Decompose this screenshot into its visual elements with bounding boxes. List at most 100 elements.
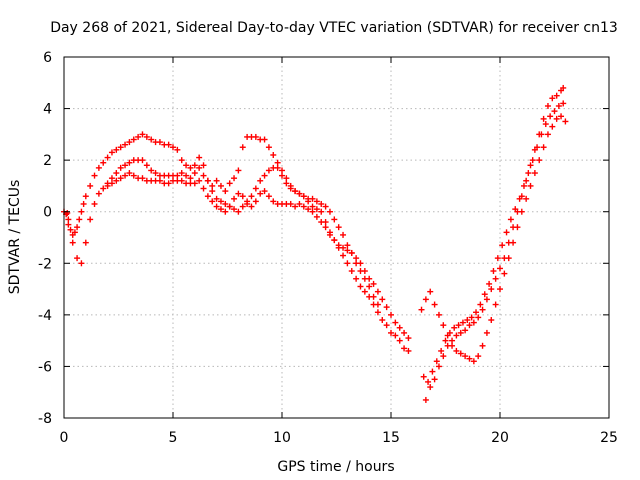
data-point-track-f [433,358,440,365]
data-point-track-c [117,164,124,171]
data-point-track-a [191,170,198,177]
data-point-track-b [248,203,255,210]
data-point-track-c [244,198,251,205]
data-point-track-f [520,182,527,189]
data-point-track-e [483,329,490,336]
data-point-track-b [69,239,76,246]
y-axis-label: SDTVAR / TECUs [7,180,23,295]
data-point-track-a [104,154,111,161]
x-tick-label: 15 [382,430,400,446]
data-point-track-f [468,314,475,321]
data-point-track-a [196,164,203,171]
data-point-track-c [126,159,133,166]
data-point-track-e [544,131,551,138]
data-point-track-b [156,177,163,184]
data-point-track-c [252,185,259,192]
data-point-track-a [100,159,107,166]
data-point-track-f [477,301,484,308]
data-point-track-b [257,190,264,197]
data-point-track-b [196,177,203,184]
data-point-track-e [518,208,525,215]
data-point-track-b [65,221,72,228]
x-tick-label: 5 [169,430,178,446]
data-point-track-e [531,170,538,177]
data-point-track-c [287,185,294,192]
data-point-track-e [527,182,534,189]
data-point-track-f [490,268,497,275]
data-point-track-b [331,237,338,244]
data-point-track-e [505,255,512,262]
data-point-track-e [440,322,447,329]
data-point-track-a [165,141,172,148]
data-point-track-b [340,244,347,251]
data-point-track-c [209,188,216,195]
data-point-track-d [431,376,438,383]
data-point-track-b [82,239,89,246]
data-point-track-a [156,139,163,146]
data-point-track-d [422,396,429,403]
data-point-track-c [340,231,347,238]
data-point-track-a [309,203,316,210]
data-point-track-f [442,337,449,344]
data-point-track-a [71,229,78,236]
data-point-track-b [91,200,98,207]
data-point-track-c [283,180,290,187]
data-point-track-a [209,182,216,189]
data-point-track-b [239,193,246,200]
data-point-track-d [470,319,477,326]
data-point-track-c [222,200,229,207]
data-point-track-b [74,255,81,262]
data-point-track-b [370,280,377,287]
data-point-track-b [270,198,277,205]
data-point-track-c [357,268,364,275]
data-point-track-c [139,157,146,164]
data-point-track-f [499,242,506,249]
data-point-track-f [464,317,471,324]
data-point-track-a [200,172,207,179]
data-point-track-b [100,185,107,192]
data-point-track-f [551,108,558,115]
data-point-track-c [309,195,316,202]
data-point-track-f [538,131,545,138]
data-point-track-a [279,167,285,174]
data-point-track-a [313,206,320,213]
data-point-track-d [435,363,442,370]
data-point-track-c [152,170,159,177]
data-point-track-a [80,200,87,207]
data-point-track-b [261,188,268,195]
data-point-track-e [431,301,438,308]
data-point-track-d [466,322,473,329]
data-point-track-c [226,203,233,210]
data-point-track-c [248,193,255,200]
data-point-track-c [374,301,381,308]
data-point-track-f [512,206,519,213]
data-point-track-d [449,337,456,344]
data-point-track-a [95,164,102,171]
data-point-track-a [357,283,364,290]
data-point-track-d [544,102,551,109]
data-point-track-b [379,296,386,303]
data-point-track-c [326,208,333,215]
data-point-track-a [65,216,72,223]
data-point-track-c [331,216,338,223]
data-point-track-a [122,141,129,148]
data-point-track-e [427,288,434,295]
data-point-track-a [261,136,268,143]
data-point-track-d [457,329,464,336]
data-point-track-b [300,203,307,210]
data-point-track-c [257,177,264,184]
data-point-track-d [540,115,547,122]
data-point-track-a [344,260,351,267]
data-point-track-b [318,219,325,226]
y-tick-label: -4 [38,308,52,324]
data-point-track-f [529,157,536,164]
data-point-track-f [473,309,480,316]
data-point-track-b [200,185,207,192]
data-point-track-b [296,200,303,207]
data-point-track-a [265,144,272,151]
data-point-track-c [335,224,342,231]
data-point-track-a [67,226,74,233]
data-point-track-a [135,133,142,140]
data-point-track-e [536,157,543,164]
data-point-track-c [143,162,150,169]
